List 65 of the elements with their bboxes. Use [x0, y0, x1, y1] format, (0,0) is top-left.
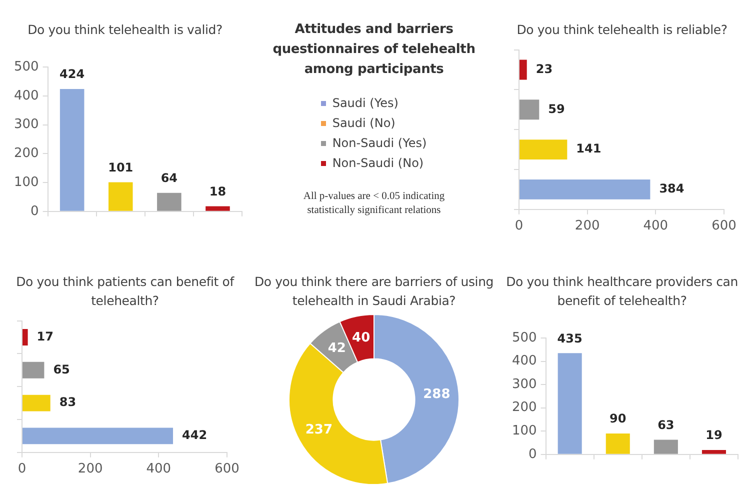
data-label: 59: [548, 102, 565, 116]
chart-title: Do you think there are barriers of using telehealth in Saudi Arabia?: [253, 273, 495, 310]
data-label: 64: [160, 171, 178, 186]
data-label: 83: [59, 395, 76, 410]
bar: [22, 329, 28, 346]
y-tick-label: 0: [30, 204, 39, 219]
bar: [206, 206, 230, 211]
bar: [22, 362, 44, 378]
y-tick-label: 500: [14, 59, 39, 74]
chart-title: Do you think patients can benefit of telehealth?: [15, 273, 236, 310]
data-label: 19: [706, 428, 722, 442]
bar: [22, 394, 50, 412]
legend-label: Saudi (No): [332, 116, 396, 130]
data-label: 23: [536, 62, 553, 76]
data-label: 424: [60, 67, 85, 82]
data-label: 18: [209, 184, 226, 198]
x-tick-label: 600: [712, 218, 736, 234]
bar: [702, 450, 726, 454]
data-label: 42: [328, 341, 346, 356]
data-label: 141: [576, 142, 602, 156]
text: All p-values are < 0.05 indicating statistically significant relations: [302, 190, 446, 218]
chart-title: Do you think telehealth is valid?: [26, 21, 224, 39]
data-label: 90: [610, 412, 626, 426]
x-tick-label: 200: [78, 462, 103, 477]
y-tick-label: 100: [512, 423, 537, 438]
data-label: 101: [108, 160, 134, 174]
y-tick-label: 200: [14, 146, 39, 162]
bar: [558, 353, 582, 454]
data-label: 63: [658, 418, 674, 432]
bar: [157, 192, 182, 211]
bar: [520, 179, 650, 200]
bar: [520, 140, 568, 160]
data-label: 65: [53, 362, 70, 376]
y-tick-label: 400: [512, 354, 537, 369]
bar: [108, 182, 133, 211]
legend-label: Non-Saudi (Yes): [332, 136, 427, 150]
chart-title: Do you think healthcare providers can benefit of telehealth?: [505, 273, 739, 310]
x-tick-label: 400: [643, 218, 668, 234]
data-label: 384: [659, 182, 684, 196]
bar: [520, 100, 540, 120]
y-tick-label: 400: [14, 88, 39, 104]
data-label: 435: [557, 331, 582, 346]
bar: [520, 60, 527, 80]
y-tick-label: 300: [512, 376, 537, 392]
data-label: 288: [423, 386, 450, 402]
x-tick-label: 600: [214, 462, 240, 477]
y-tick-label: 100: [14, 174, 39, 190]
bar: [606, 433, 630, 454]
y-tick-label: 500: [512, 330, 537, 346]
legend-label: Saudi (Yes): [332, 96, 398, 110]
data-label: 442: [182, 428, 208, 442]
text: Attitudes and barriers questionnaires of telehealth among participants: [272, 21, 476, 79]
bar: [654, 440, 678, 454]
data-label: 17: [36, 329, 54, 344]
bar: [60, 88, 84, 211]
legend-label: Non-Saudi (No): [332, 156, 424, 170]
chart-title: Do you think telehealth is reliable?: [516, 21, 728, 39]
y-tick-label: 300: [14, 117, 39, 132]
bar: [22, 428, 174, 444]
x-tick-label: 400: [146, 462, 172, 477]
data-label: 237: [305, 422, 333, 438]
data-label: 40: [352, 330, 370, 346]
y-tick-label: 200: [512, 400, 537, 416]
y-tick-label: 0: [528, 446, 537, 462]
x-tick-label: 200: [574, 218, 600, 234]
